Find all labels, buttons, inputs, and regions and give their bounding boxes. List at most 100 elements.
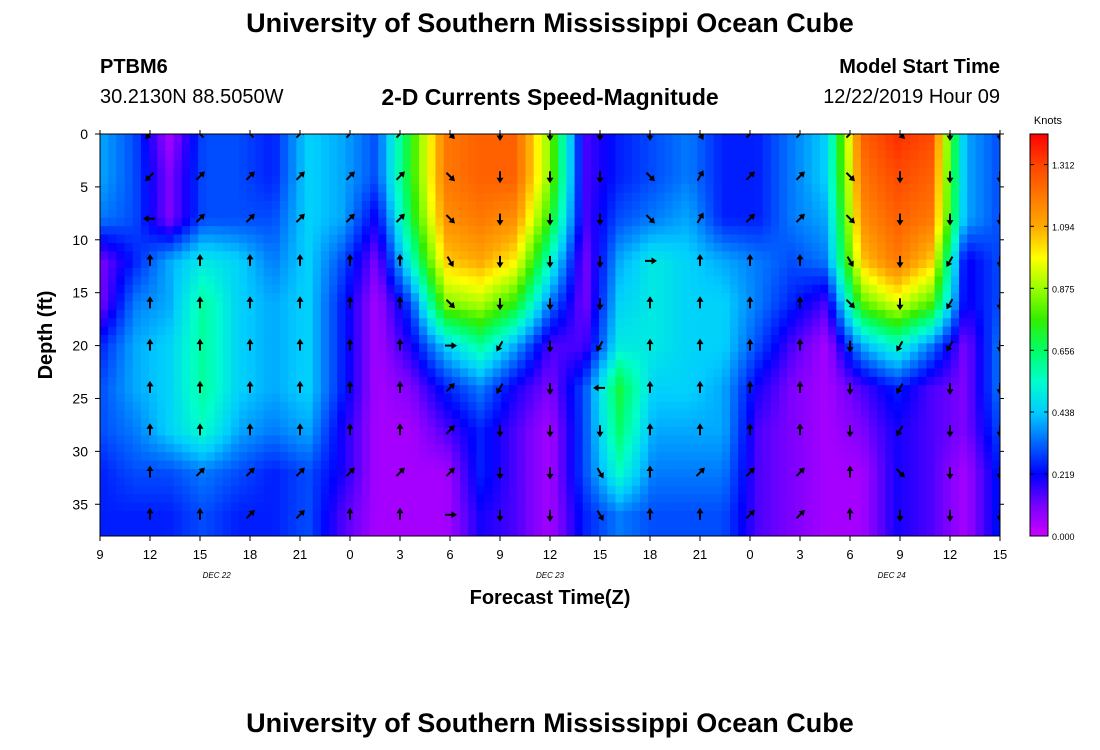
heatmap-cell	[795, 318, 805, 328]
heatmap-cell	[190, 242, 199, 252]
heatmap-cell	[746, 502, 756, 512]
heatmap-cell	[173, 351, 183, 361]
heatmap-cell	[811, 335, 821, 344]
heatmap-cell	[206, 427, 216, 437]
heatmap-cell	[918, 477, 927, 487]
heatmap-cell	[304, 351, 314, 361]
heatmap-cell	[541, 318, 551, 328]
heatmap-cell	[410, 142, 420, 152]
heatmap-cell	[623, 226, 633, 236]
heatmap-cell	[484, 259, 494, 269]
heatmap-cell	[689, 326, 698, 336]
heatmap-cell	[926, 301, 936, 311]
heatmap-cell	[304, 226, 314, 236]
heatmap-cell	[525, 234, 535, 244]
heatmap-cell	[705, 435, 715, 445]
heatmap-cell	[918, 485, 927, 495]
heatmap-cell	[435, 209, 445, 219]
heatmap-cell	[517, 452, 527, 462]
heatmap-cell	[607, 402, 617, 411]
heatmap-cell	[525, 268, 535, 277]
heatmap-cell	[738, 192, 747, 202]
heatmap-cell	[656, 410, 666, 420]
heatmap-cell	[132, 452, 142, 462]
heatmap-cell	[640, 452, 649, 462]
heatmap-cell	[975, 385, 985, 395]
heatmap-cell	[402, 469, 412, 478]
heatmap-cell	[124, 134, 134, 143]
heatmap-cell	[427, 435, 437, 445]
heatmap-cell	[705, 309, 715, 319]
heatmap-cell	[656, 226, 666, 236]
heatmap-cell	[173, 452, 183, 462]
heatmap-cell	[140, 259, 150, 269]
heatmap-cell	[934, 351, 944, 361]
heatmap-cell	[983, 293, 993, 303]
heatmap-cell	[697, 234, 707, 244]
heatmap-cell	[206, 477, 216, 487]
heatmap-cell	[361, 460, 371, 470]
heatmap-cell	[967, 259, 977, 269]
heatmap-cell	[500, 175, 510, 185]
heatmap-cell	[198, 284, 207, 294]
heatmap-cell	[239, 159, 248, 169]
heatmap-cell	[165, 309, 175, 319]
heatmap-cell	[345, 368, 355, 378]
heatmap-cell	[934, 402, 944, 411]
heatmap-cell	[697, 452, 707, 462]
heatmap-cell	[108, 477, 117, 487]
heatmap-cell	[689, 376, 698, 386]
heatmap-cell	[558, 159, 567, 169]
heatmap-cell	[500, 418, 510, 428]
heatmap-cell	[517, 167, 527, 177]
heatmap-cell	[762, 234, 772, 244]
heatmap-cell	[206, 201, 216, 210]
heatmap-cell	[672, 460, 682, 470]
heatmap-cell	[574, 477, 584, 487]
heatmap-cell	[214, 284, 224, 294]
heatmap-cell	[140, 360, 150, 370]
heatmap-cell	[222, 360, 232, 370]
heatmap-cell	[517, 326, 527, 336]
heatmap-cell	[934, 385, 944, 395]
heatmap-cell	[885, 318, 895, 328]
heatmap-cell	[893, 502, 903, 512]
heatmap-cell	[222, 385, 232, 395]
heatmap-cell	[754, 226, 764, 236]
heatmap-cell	[312, 402, 322, 411]
heatmap-cell	[386, 259, 396, 269]
heatmap-cell	[124, 343, 134, 353]
heatmap-cell	[910, 242, 919, 252]
heatmap-cell	[263, 276, 273, 286]
heatmap-cell	[222, 435, 232, 445]
heatmap-cell	[386, 494, 396, 504]
heatmap-cell	[574, 351, 584, 361]
heatmap-cell	[566, 469, 576, 478]
heatmap-cell	[558, 301, 567, 311]
heatmap-cell	[697, 376, 707, 386]
heatmap-cell	[386, 452, 396, 462]
heatmap-cell	[803, 293, 813, 303]
heatmap-cell	[361, 184, 371, 194]
heatmap-cell	[615, 368, 625, 378]
heatmap-cell	[910, 184, 919, 194]
heatmap-cell	[410, 469, 420, 478]
heatmap-cell	[893, 460, 903, 470]
heatmap-cell	[730, 209, 739, 219]
heatmap-cell	[149, 494, 158, 504]
heatmap-cell	[950, 502, 960, 512]
heatmap-cell	[803, 460, 813, 470]
heatmap-cell	[836, 318, 846, 328]
heatmap-cell	[239, 251, 248, 261]
heatmap-cell	[942, 209, 952, 219]
heatmap-cell	[656, 393, 666, 403]
heatmap-cell	[230, 402, 240, 411]
heatmap-cell	[190, 276, 199, 286]
heatmap-cell	[820, 326, 829, 336]
heatmap-cell	[353, 284, 363, 294]
heatmap-cell	[140, 301, 150, 311]
heatmap-cell	[828, 326, 837, 336]
heatmap-cell	[402, 175, 412, 185]
heatmap-cell	[124, 410, 134, 420]
heatmap-cell	[787, 175, 797, 185]
